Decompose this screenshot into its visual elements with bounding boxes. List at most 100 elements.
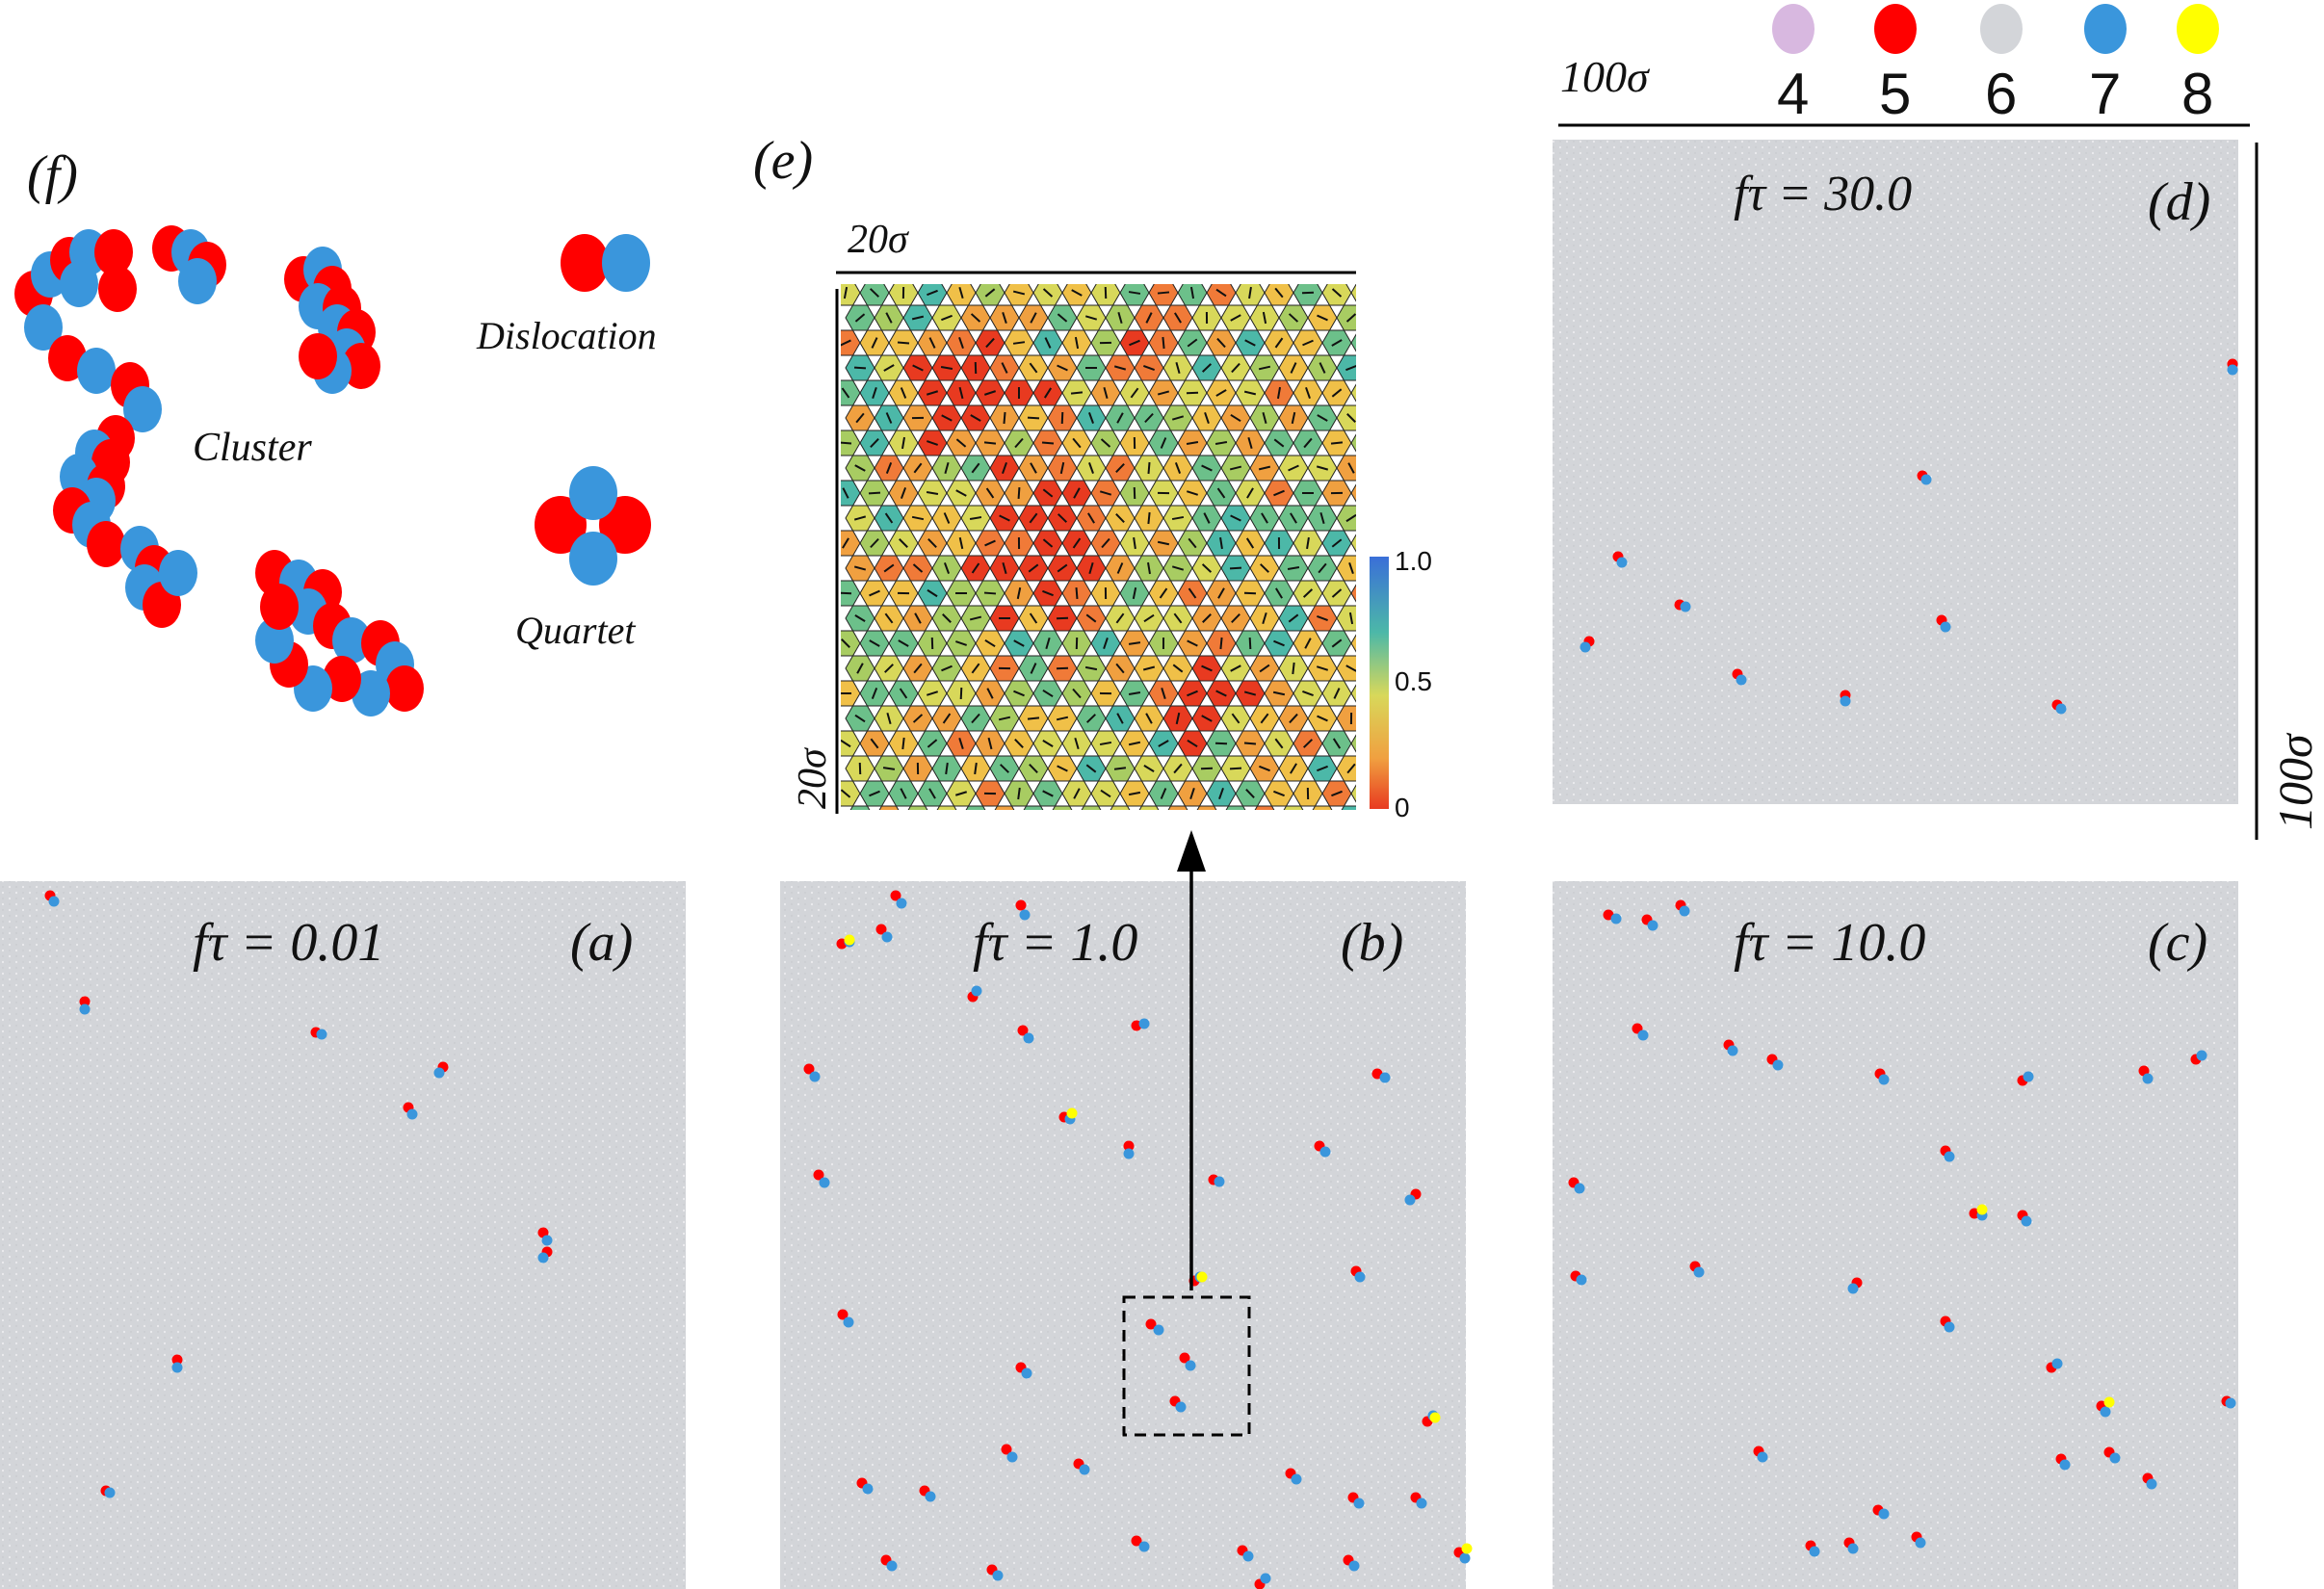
d-defect-blue-0 <box>1920 474 1932 485</box>
heatmap-director-114 <box>841 441 852 445</box>
heatmap-director-49 <box>1162 336 1165 350</box>
b-defect-blue-8 <box>1123 1148 1135 1159</box>
heatmap-director-208 <box>1362 538 1369 548</box>
heatmap-director-93 <box>1331 388 1343 398</box>
dislocation-label: Dislocation <box>476 314 657 357</box>
c-defect-blue-19 <box>1576 1274 1587 1286</box>
heatmap-director-281 <box>1273 639 1285 647</box>
b-defect-blue-30 <box>1459 1552 1471 1564</box>
heatmap-director-130 <box>1303 437 1313 449</box>
cluster-particle-8 <box>48 335 87 381</box>
heatmap-director-289 <box>971 663 980 674</box>
heatmap-director-150 <box>1347 462 1355 474</box>
heatmap-director-278 <box>1187 639 1198 647</box>
heatmap-director-332 <box>1116 713 1124 724</box>
heatmap-director-226 <box>1348 561 1354 575</box>
heatmap-director-18 <box>1363 288 1369 298</box>
heatmap-director-57 <box>853 366 867 370</box>
heatmap-director-42 <box>958 337 964 349</box>
b-defect-blue-26 <box>1138 1541 1150 1552</box>
heatmap-director-368 <box>1057 765 1068 772</box>
b-defect-blue-32 <box>862 1483 874 1495</box>
heatmap-cell-113 <box>1366 405 1395 430</box>
heatmap-director-207 <box>1331 538 1343 548</box>
b-defect-red-16 <box>803 1063 815 1075</box>
heatmap-director-236 <box>1075 586 1079 600</box>
heatmap-director-387 <box>1042 790 1054 797</box>
heatmap-director-292 <box>1056 666 1069 670</box>
heatmap-director-201 <box>1157 540 1170 546</box>
heatmap-cell-405 <box>1023 805 1044 810</box>
b-defect-blue-35 <box>1353 1498 1365 1509</box>
b-defect-red-8 <box>1123 1140 1135 1152</box>
heatmap-director-393 <box>1218 788 1224 799</box>
heatmap-director-310 <box>1013 690 1025 697</box>
heatmap-director-240 <box>1188 587 1197 599</box>
heatmap-director-92 <box>1305 387 1311 399</box>
c-defect-blue-1 <box>1647 920 1658 931</box>
heatmap-director-133 <box>854 464 866 472</box>
d-defect-blue-1 <box>1616 557 1628 568</box>
heatmap-director-222 <box>1229 566 1242 570</box>
legend-swatch-4 <box>1772 4 1815 54</box>
heatmap-director-119 <box>983 441 997 445</box>
heatmap-director-41 <box>928 337 936 349</box>
heatmap-director-343 <box>870 738 879 749</box>
heatmap-director-99 <box>970 414 981 422</box>
heatmap-director-73 <box>1319 362 1326 374</box>
b-defect-red-3 <box>1015 899 1027 911</box>
heatmap-director-68 <box>1175 361 1181 375</box>
heatmap-director-95 <box>855 412 865 424</box>
heatmap-director-287 <box>913 663 923 674</box>
heatmap-director-294 <box>1115 663 1125 674</box>
panel-b-lattice <box>780 881 1466 1589</box>
heatmap-cell-208 <box>1350 534 1356 553</box>
heatmap-director-241 <box>1217 587 1225 599</box>
c-defect-blue-0 <box>1610 913 1622 925</box>
b-defect-red-19 <box>1145 1318 1157 1330</box>
panel-a-lattice <box>0 881 686 1589</box>
heatmap-director-165 <box>1216 487 1226 499</box>
d-defect-blue-5 <box>1840 695 1851 707</box>
c-defect-blue-27 <box>1915 1537 1926 1549</box>
heatmap-director-198 <box>1072 537 1082 549</box>
heatmap-director-36 <box>1345 313 1356 323</box>
heatmap-director-19 <box>854 313 866 323</box>
b-defect-red-17 <box>813 1169 824 1181</box>
b-defect-red-20 <box>1179 1352 1190 1364</box>
b-defect-red-26 <box>1131 1535 1142 1547</box>
heatmap-director-284 <box>1360 641 1371 646</box>
heatmap-director-399 <box>854 818 866 821</box>
heatmap-director-414 <box>1288 818 1299 821</box>
panel-d-scale-label: 100σ <box>2268 732 2322 830</box>
heatmap-director-173 <box>911 515 925 521</box>
heatmap-director-219 <box>1147 561 1151 575</box>
heatmap-director-349 <box>1042 740 1054 747</box>
heatmap-director-16 <box>1301 291 1315 295</box>
heatmap-director-404 <box>1003 813 1006 823</box>
heatmap-director-116 <box>901 436 905 450</box>
heatmap-director-23 <box>970 313 981 323</box>
heatmap-director-260 <box>1231 613 1240 623</box>
heatmap-cell-412 <box>1225 805 1246 810</box>
heatmap-director-147 <box>1258 465 1271 471</box>
heatmap-director-251 <box>969 615 982 621</box>
heatmap-director-51 <box>1216 337 1226 349</box>
c-defect-blue-9 <box>2142 1073 2154 1084</box>
heatmap-director-323 <box>854 714 866 723</box>
heatmap-director-218 <box>1116 562 1124 574</box>
heatmap-cell-411 <box>1196 805 1217 810</box>
heatmap-director-129 <box>1273 438 1285 448</box>
heatmap-cell-417 <box>1366 806 1395 831</box>
heatmap-director-193 <box>927 537 937 549</box>
heatmap-cell-37 <box>1366 305 1395 330</box>
heatmap-director-297 <box>1201 664 1213 672</box>
cluster-particle-7 <box>24 304 63 351</box>
heatmap-director-212 <box>943 562 951 574</box>
heatmap-cell-226 <box>1336 555 1356 582</box>
heatmap-director-225 <box>1318 562 1327 574</box>
heatmap-director-253 <box>1029 612 1038 624</box>
heatmap-director-280 <box>1248 637 1252 650</box>
panel-c-lattice <box>1553 881 2238 1589</box>
heatmap-director-45 <box>1044 337 1052 349</box>
